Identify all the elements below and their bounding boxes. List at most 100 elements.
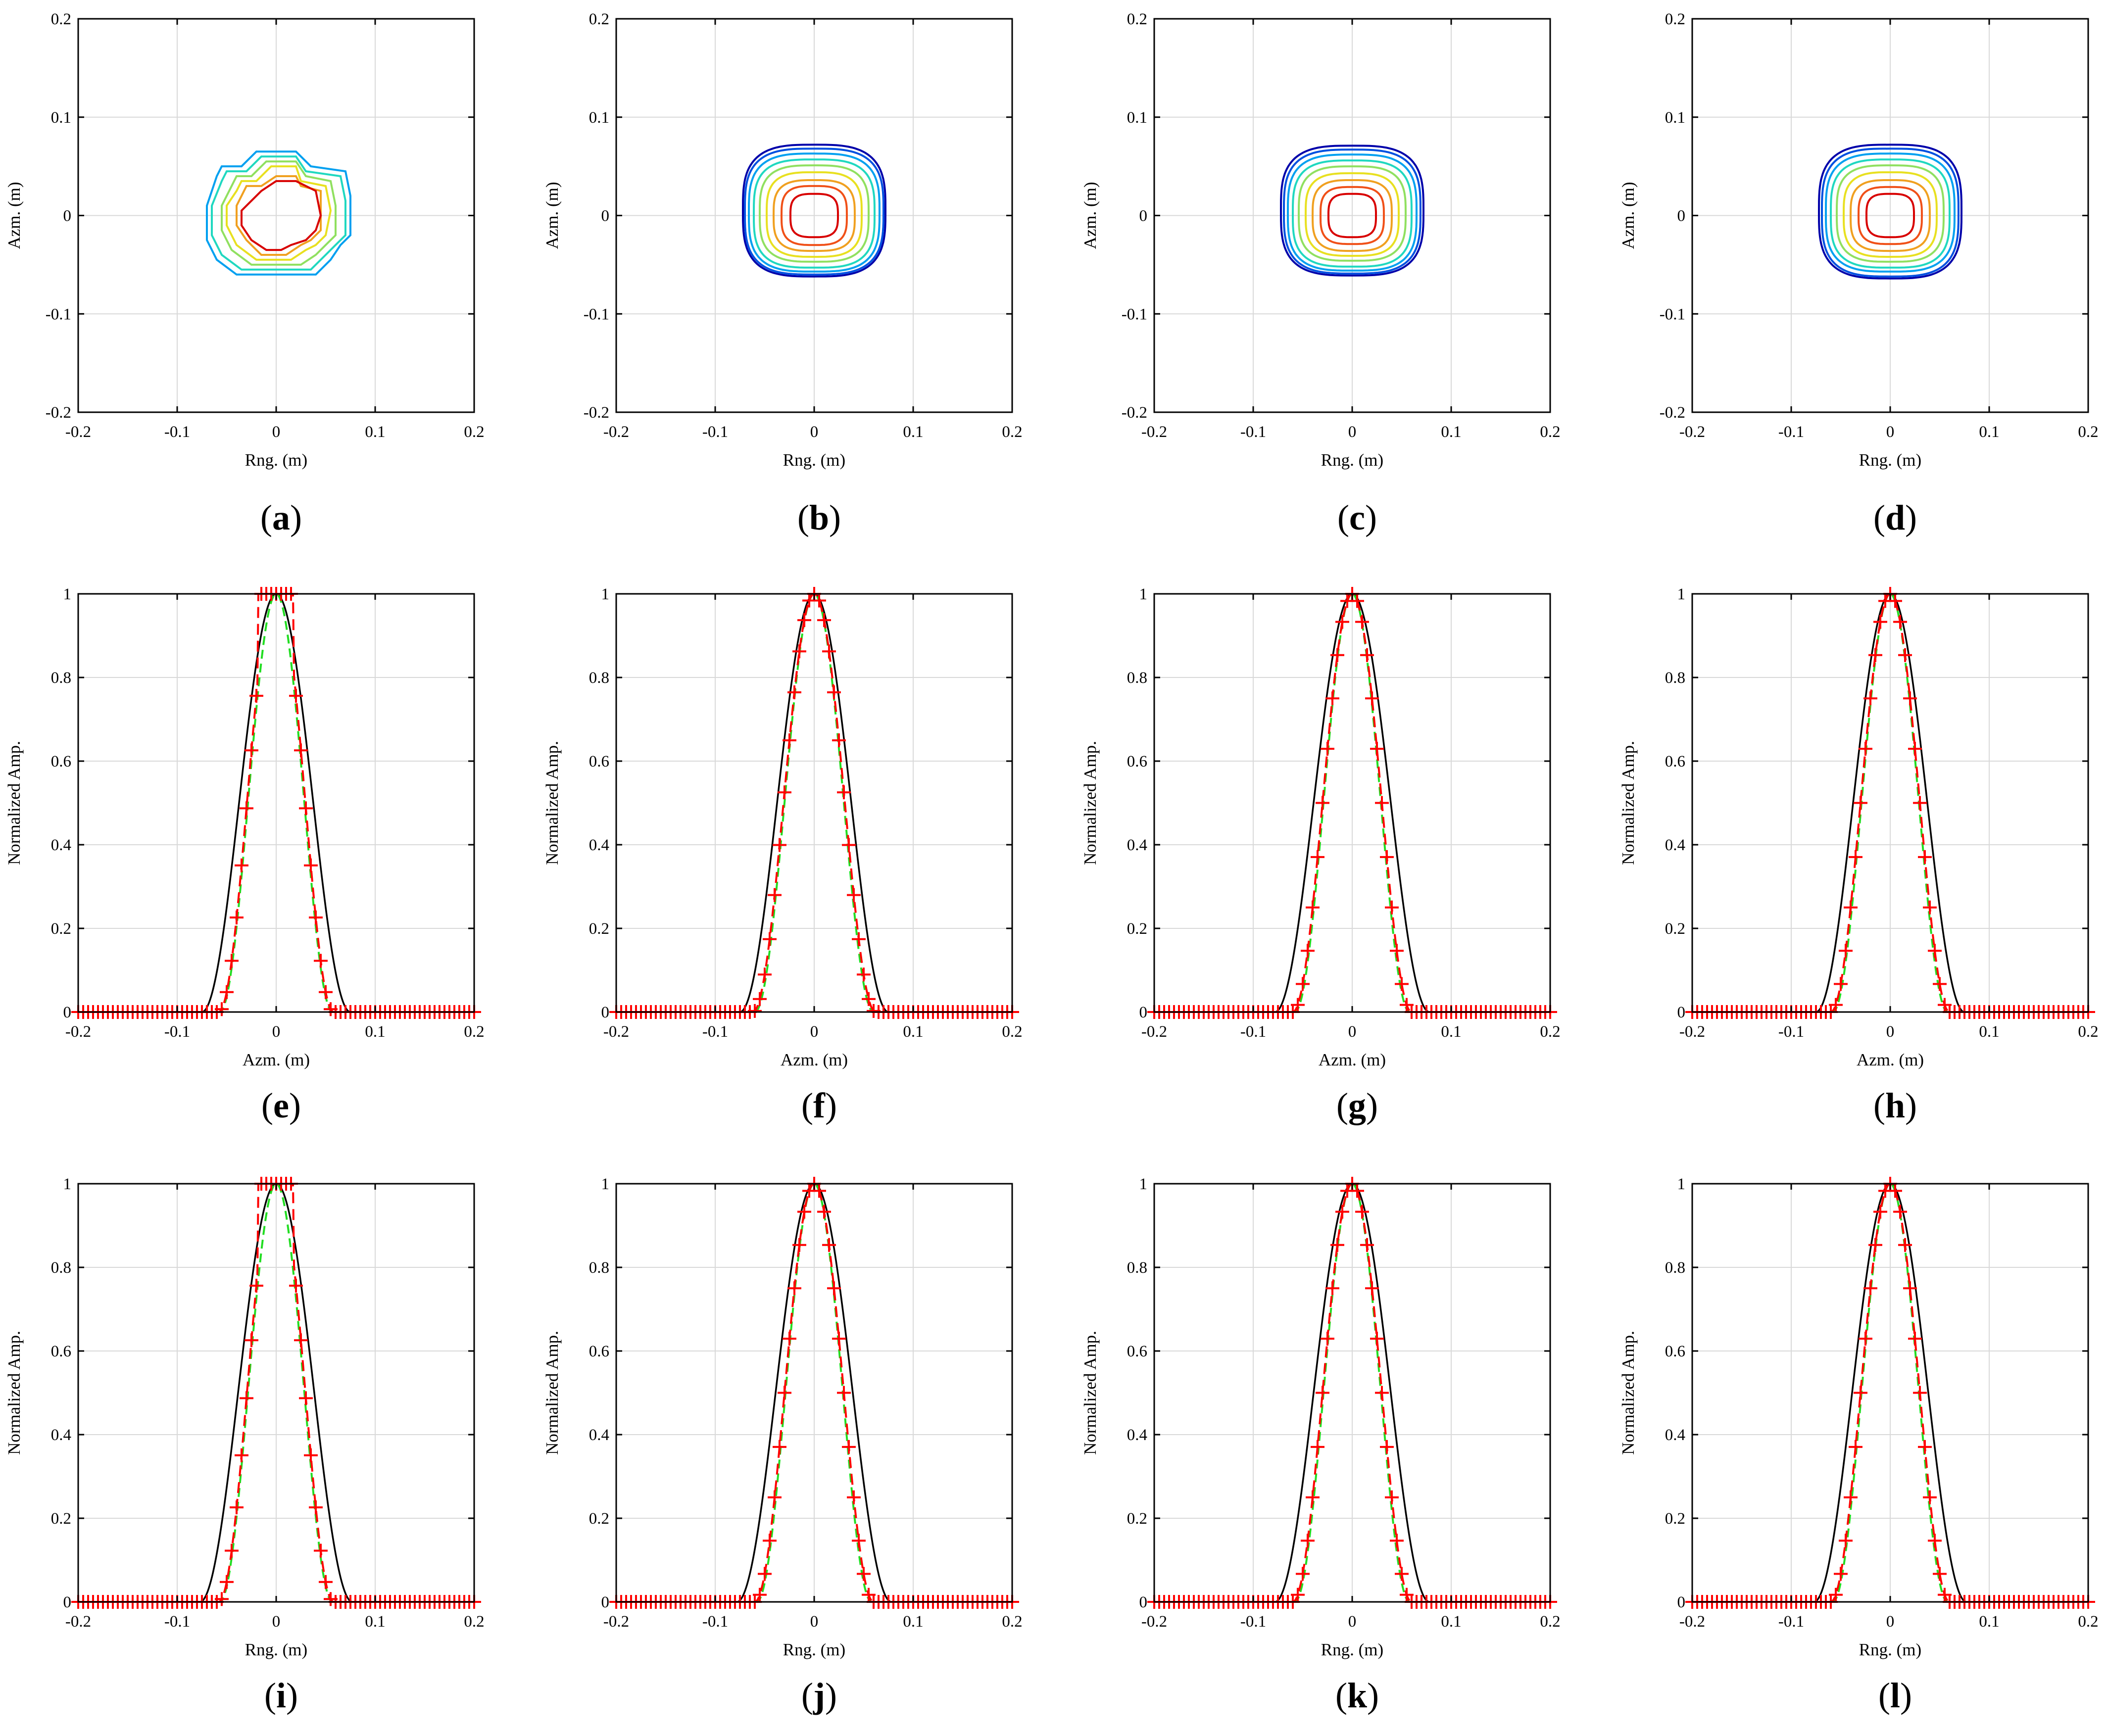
y-tick-label: 0.2 xyxy=(51,1510,71,1528)
marker-plus xyxy=(1350,1184,1364,1198)
x-tick-label: 0 xyxy=(272,1023,281,1041)
marker-plus xyxy=(1888,594,1902,608)
y-axis-label: Normalized Amp. xyxy=(1080,1331,1100,1455)
marker-plus xyxy=(763,932,777,946)
marker-plus xyxy=(1316,1386,1329,1400)
y-tick-label: 0.2 xyxy=(589,920,609,938)
panel-a: -0.2 -0.1 0 0.1 0.2 -0.2 -0.1 0 0.1 0.2 Rng. (m) Az… xyxy=(4,10,485,537)
y-tick-label: -0.1 xyxy=(1122,305,1147,323)
marker-plus xyxy=(319,1575,333,1589)
y-tick-label: 0.2 xyxy=(1665,1510,1685,1528)
marker-plus xyxy=(1903,691,1917,706)
grid-e xyxy=(78,593,475,1013)
marker-plus xyxy=(1311,850,1324,864)
panel-label: (f) xyxy=(801,1086,837,1125)
grid-b xyxy=(616,18,1013,413)
y-axis-label: Azm. (m) xyxy=(542,182,562,249)
y-tick-label: 1 xyxy=(1139,1175,1148,1193)
y-tick-label: 0.4 xyxy=(1127,836,1147,854)
y-tick-label: -0.1 xyxy=(46,305,71,323)
marker-plus xyxy=(1863,1281,1877,1296)
marker-plus xyxy=(294,743,308,758)
panel-b: -0.2 -0.1 0 0.1 0.2 -0.2 -0.1 0 0.1 0.2 Rng. (m) Az… xyxy=(542,10,1023,537)
y-tick-label: 0.2 xyxy=(51,10,71,28)
marker-plus xyxy=(797,1205,811,1219)
y-tick-label: 0.6 xyxy=(51,753,71,771)
y-tick-label: 0.8 xyxy=(1127,1259,1147,1277)
y-tick-label: 0.8 xyxy=(1127,669,1147,687)
panel-g: -0.2 -0.1 0 0.1 0.2 0 0.2 0.4 0.6 0.8 1 Azm. (m) Nor… xyxy=(1080,585,1561,1125)
plot-area-b xyxy=(741,144,887,278)
panel-label: (i) xyxy=(264,1676,298,1715)
marker-plus xyxy=(215,1592,229,1606)
marker-plus xyxy=(787,1281,801,1296)
contour-level-8 xyxy=(1327,193,1377,239)
y-tick-label: -0.1 xyxy=(584,305,609,323)
marker-plus xyxy=(245,743,258,758)
x-axis-label: Azm. (m) xyxy=(1319,1050,1386,1069)
marker-plus xyxy=(289,1278,303,1293)
contour-level-2 xyxy=(221,160,337,266)
x-tick-label: -0.2 xyxy=(1679,1613,1705,1631)
contour-level-6 xyxy=(1849,179,1931,252)
marker-plus xyxy=(314,954,328,968)
contour-level-1 xyxy=(211,155,346,271)
panel-label: (c) xyxy=(1337,498,1377,537)
y-tick-label: 0.2 xyxy=(589,1510,609,1528)
marker-plus xyxy=(862,992,876,1006)
plot-area-d xyxy=(1817,144,1963,280)
marker-plus xyxy=(783,1332,796,1346)
y-axis-label: Normalized Amp. xyxy=(1080,741,1100,865)
x-tick-label: -0.2 xyxy=(1141,423,1167,441)
marker-plus xyxy=(1829,998,1843,1012)
marker-plus xyxy=(1918,1440,1932,1454)
marker-plus xyxy=(1923,900,1937,915)
x-tick-label: 0.1 xyxy=(903,423,923,441)
x-tick-label: 0.1 xyxy=(1441,1023,1461,1041)
plot-area-c xyxy=(1279,145,1425,277)
marker-plus xyxy=(773,1440,786,1454)
x-tick-label: -0.1 xyxy=(1240,1023,1266,1041)
marker-plus xyxy=(235,1448,248,1462)
panel-e: -0.2 -0.1 0 0.1 0.2 0 0.2 0.4 0.6 0.8 1 Azm. (m) Nor… xyxy=(4,585,485,1125)
panel-label: (e) xyxy=(261,1086,301,1125)
marker-plus xyxy=(753,1588,767,1602)
x-tick-label: 0 xyxy=(1348,1023,1357,1041)
plot-area-a xyxy=(206,150,351,276)
panel-j: -0.2 -0.1 0 0.1 0.2 0 0.2 0.4 0.6 0.8 1 Rng. (m) Nor… xyxy=(542,1175,1023,1715)
y-tick-label: 0.4 xyxy=(589,836,609,854)
marker-plus xyxy=(299,1391,313,1405)
x-tick-label: -0.2 xyxy=(1141,1023,1167,1041)
contour-level-4 xyxy=(758,164,870,263)
marker-plus xyxy=(758,967,772,982)
marker-plus xyxy=(249,688,263,703)
y-tick-label: 1 xyxy=(1677,585,1686,603)
y-tick-label: 0.8 xyxy=(1665,669,1685,687)
marker-plus xyxy=(1849,1440,1862,1454)
grid-l xyxy=(1692,1183,2089,1602)
marker-plus xyxy=(230,1500,244,1515)
marker-plus xyxy=(748,1004,762,1018)
x-tick-label: 0.1 xyxy=(903,1023,923,1041)
y-tick-label: 0 xyxy=(63,207,72,225)
marker-plus xyxy=(792,1238,806,1252)
marker-plus xyxy=(309,911,323,925)
marker-plus xyxy=(1893,1205,1907,1219)
marker-plus xyxy=(1316,796,1329,810)
x-axis-label: Azm. (m) xyxy=(1857,1050,1924,1069)
marker-plus xyxy=(1849,850,1862,864)
marker-plus xyxy=(792,644,806,659)
marker-plus xyxy=(1385,1490,1399,1504)
x-tick-label: 0.2 xyxy=(1540,1613,1560,1631)
marker-plus xyxy=(1380,1440,1394,1454)
panel-i: -0.2 -0.1 0 0.1 0.2 0 0.2 0.4 0.6 0.8 1 Rng. (m) Nor… xyxy=(4,1175,485,1715)
marker-plus xyxy=(787,685,801,700)
x-tick-label: 0.2 xyxy=(1002,1023,1022,1041)
x-tick-label: 0.1 xyxy=(1979,423,1999,441)
contour-level-1 xyxy=(743,147,885,276)
y-axis-label: Azm. (m) xyxy=(1618,182,1638,249)
x-tick-label: -0.2 xyxy=(65,1023,91,1041)
x-tick-label: 0 xyxy=(1886,1613,1895,1631)
marker-plus xyxy=(1928,944,1942,958)
